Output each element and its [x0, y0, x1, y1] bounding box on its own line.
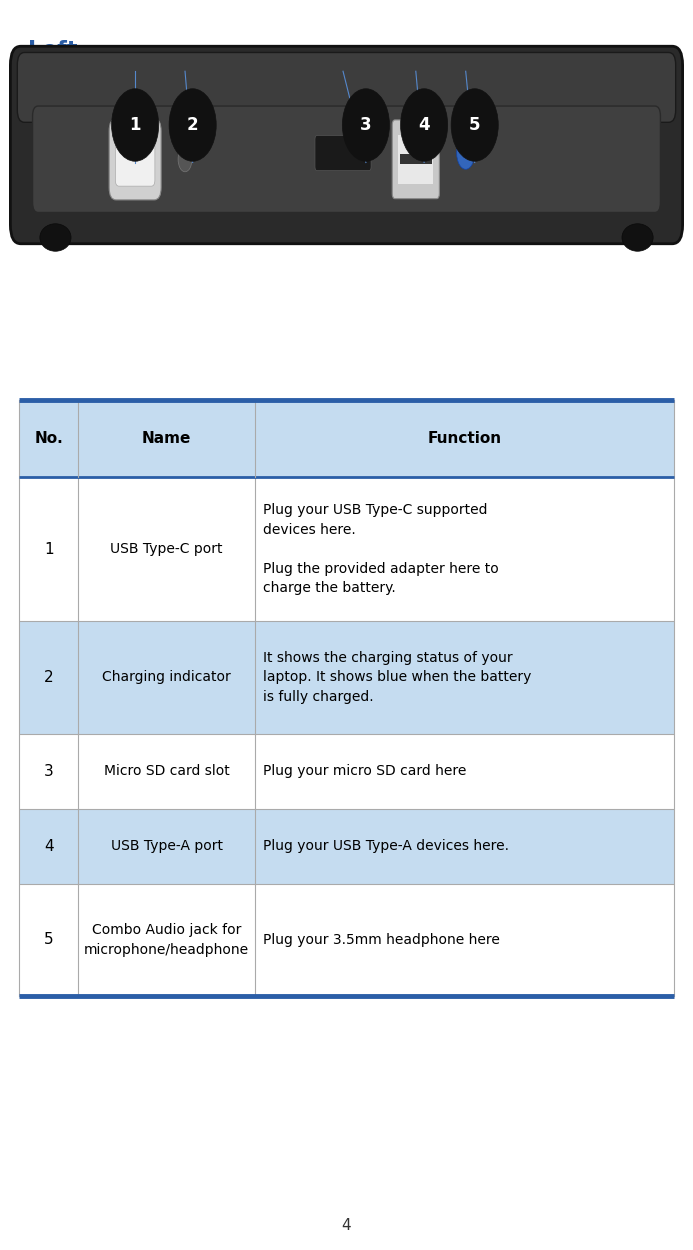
Text: It shows the charging status of your
laptop. It shows blue when the battery
is f: It shows the charging status of your lap…	[263, 651, 532, 704]
Text: 1: 1	[44, 541, 53, 556]
Bar	[398, 135, 433, 184]
Bar	[400, 154, 432, 164]
FancyBboxPatch shape	[109, 119, 161, 200]
Ellipse shape	[112, 89, 159, 161]
Text: Charging indicator: Charging indicator	[103, 670, 231, 685]
Text: 4: 4	[342, 1218, 351, 1232]
Text: Plug your 3.5mm headphone here: Plug your 3.5mm headphone here	[263, 932, 500, 948]
Text: Plug your USB Type-A devices here.: Plug your USB Type-A devices here.	[263, 839, 509, 854]
FancyBboxPatch shape	[19, 400, 674, 478]
FancyBboxPatch shape	[10, 46, 683, 244]
Text: 3: 3	[44, 764, 54, 779]
FancyBboxPatch shape	[33, 106, 660, 213]
Text: Left: Left	[28, 40, 77, 60]
Bar	[19, 478, 674, 621]
Ellipse shape	[342, 89, 389, 161]
Text: No.: No.	[35, 431, 63, 446]
Ellipse shape	[622, 224, 653, 251]
Text: Plug your USB Type-C supported
devices here.

Plug the provided adapter here to
: Plug your USB Type-C supported devices h…	[263, 504, 499, 595]
Text: 4: 4	[44, 839, 53, 854]
Ellipse shape	[169, 89, 216, 161]
Ellipse shape	[451, 89, 498, 161]
Text: USB Type-C port: USB Type-C port	[110, 542, 223, 556]
Text: Function: Function	[427, 431, 501, 446]
FancyBboxPatch shape	[315, 135, 371, 170]
Text: Name: Name	[142, 431, 191, 446]
Circle shape	[178, 146, 192, 171]
Text: 2: 2	[187, 116, 198, 134]
Text: 2: 2	[44, 670, 53, 685]
Text: 5: 5	[44, 932, 53, 948]
Text: Plug your micro SD card here: Plug your micro SD card here	[263, 764, 466, 779]
Text: 1: 1	[130, 116, 141, 134]
FancyBboxPatch shape	[115, 132, 155, 186]
Text: Micro SD card slot: Micro SD card slot	[104, 764, 229, 779]
Text: USB Type-A port: USB Type-A port	[111, 839, 222, 854]
Bar	[19, 734, 674, 809]
Text: 5: 5	[469, 116, 480, 134]
Bar	[19, 809, 674, 884]
Bar	[19, 621, 674, 734]
FancyBboxPatch shape	[17, 52, 676, 122]
Circle shape	[457, 136, 475, 169]
Text: 3: 3	[360, 116, 371, 134]
Bar	[19, 884, 674, 996]
Ellipse shape	[40, 224, 71, 251]
Text: Combo Audio jack for
microphone/headphone: Combo Audio jack for microphone/headphon…	[84, 922, 249, 958]
FancyBboxPatch shape	[392, 120, 439, 199]
Text: 4: 4	[419, 116, 430, 134]
Ellipse shape	[401, 89, 448, 161]
